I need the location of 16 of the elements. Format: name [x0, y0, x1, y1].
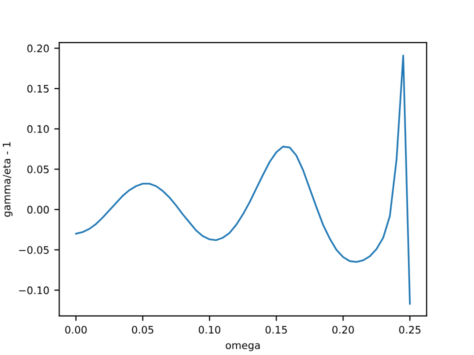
x-axis-title: omega: [226, 343, 260, 352]
x-tick-label: 0.15: [266, 326, 287, 334]
x-tick-label: 0.00: [65, 326, 87, 334]
x-tick-label: 0.05: [132, 326, 154, 334]
y-tick-label: 0.00: [27, 206, 49, 214]
y-tick-label: −0.10: [19, 286, 49, 294]
y-tick-label: −0.05: [19, 246, 49, 254]
y-tick-label: 0.10: [27, 125, 49, 133]
y-axis-title: gamma/eta - 1: [2, 142, 12, 217]
line-series: [75, 54, 411, 305]
y-tick-label: 0.20: [27, 44, 49, 52]
x-tick-label: 0.10: [198, 326, 220, 334]
y-tick-label: 0.15: [27, 84, 49, 93]
x-tick-label: 0.25: [399, 326, 420, 334]
y-tick-label: 0.05: [27, 165, 49, 174]
x-tick-label: 0.20: [332, 326, 354, 334]
